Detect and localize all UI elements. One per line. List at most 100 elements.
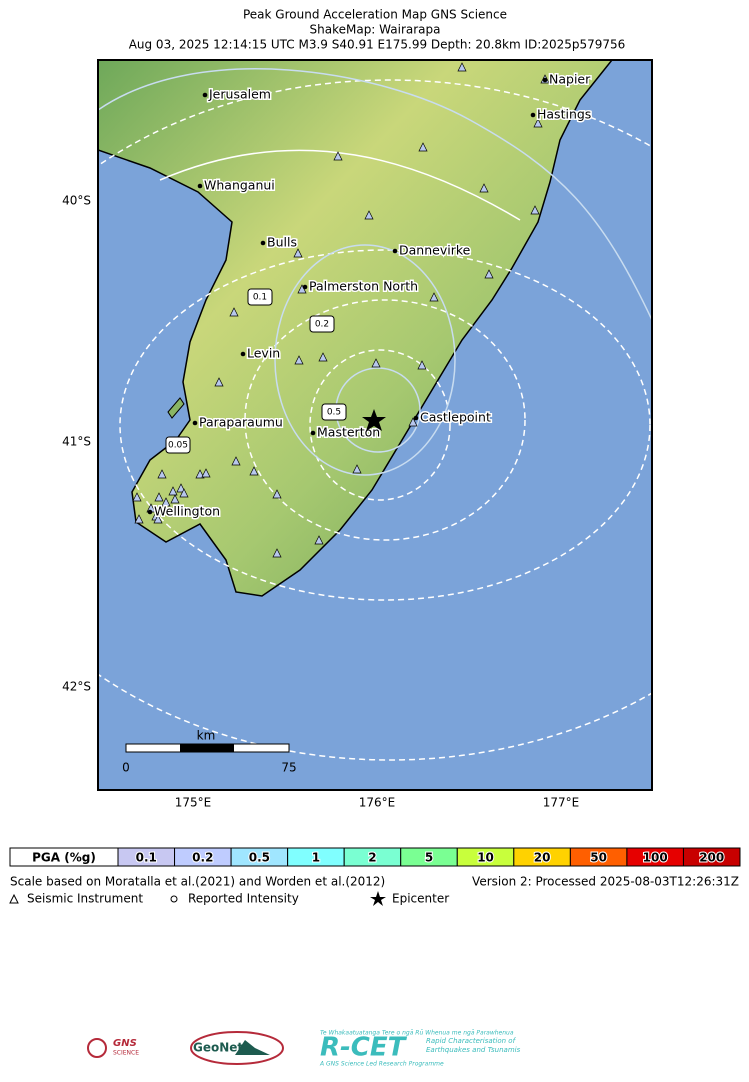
rcet-side: Rapid Characterisation of Earthquakes an…	[426, 1037, 521, 1054]
legend-value: 0.5	[249, 851, 270, 865]
epicenter-star	[362, 409, 386, 431]
city-dot	[392, 248, 398, 254]
logos: GNS SCIENCE GeoNet Te Whakaatuatanga Ter…	[87, 1030, 521, 1068]
station	[179, 488, 189, 498]
station	[168, 486, 178, 496]
gns-sub: SCIENCE	[113, 1050, 139, 1057]
station	[170, 494, 180, 504]
station	[231, 456, 241, 466]
map: Jerusalem Napier Hastings Whanganui Bulls Dan…	[98, 60, 652, 790]
lat-label: 41°S	[62, 435, 91, 449]
city-label: Palmerston North	[309, 279, 418, 294]
map-frame	[97, 59, 653, 791]
city-dot	[302, 284, 308, 290]
legend-value: 2	[368, 851, 376, 865]
station	[201, 468, 211, 478]
legend-value: 1	[312, 851, 320, 865]
rcet-bottom: A GNS Science Led Research Programme	[319, 1061, 444, 1068]
station	[371, 358, 381, 368]
legend-value: 0.1	[136, 851, 157, 865]
city-label: Jerusalem	[208, 87, 271, 102]
title: Peak Ground Acceleration Map GNS Science	[243, 8, 507, 22]
station	[249, 466, 259, 476]
stations	[132, 62, 550, 558]
station	[533, 118, 543, 128]
city-dot	[530, 112, 536, 118]
lon-label: 176°E	[359, 796, 396, 810]
contour-label-box	[309, 315, 335, 333]
city-label: Whanganui	[204, 178, 275, 193]
city-dot	[147, 509, 153, 515]
contour-label: 0.2	[315, 320, 329, 330]
contour-label: 0.5	[327, 408, 341, 418]
contour-labels: 0.1 0.2 0.5 0.05	[165, 288, 347, 454]
legend-value: 100	[643, 851, 668, 865]
city-label: Napier	[549, 72, 591, 87]
station	[229, 307, 239, 317]
station	[333, 151, 343, 161]
station	[408, 417, 418, 427]
contour-label-box	[321, 403, 347, 421]
lat-label: 40°S	[62, 194, 91, 208]
lon-label: 177°E	[543, 796, 580, 810]
station	[484, 269, 494, 279]
event-info: Aug 03, 2025 12:14:15 UTC M3.9 S40.91 E1…	[129, 38, 626, 52]
station	[134, 514, 144, 524]
station	[417, 360, 427, 370]
intensity-key: Reported Intensity	[188, 892, 299, 906]
scale-unit: km	[197, 729, 216, 743]
city-dot	[260, 240, 266, 246]
legend-value: 20	[534, 851, 551, 865]
legend-cell	[682, 847, 741, 867]
legend-value: 0.2	[192, 851, 213, 865]
station	[195, 469, 205, 479]
lat-label: 42°S	[62, 680, 91, 694]
city-label: Levin	[247, 346, 280, 361]
city-dot	[240, 351, 246, 357]
station	[176, 483, 186, 493]
city-dot	[202, 92, 208, 98]
lon-label: 175°E	[175, 796, 212, 810]
map-ticks: 40°S 41°S 42°S 175°E 176°E 177°E	[62, 194, 579, 810]
subtitle: ShakeMap: Wairarapa	[310, 23, 441, 37]
scale-start: 0	[122, 761, 130, 775]
city-label: Castlepoint	[420, 410, 491, 425]
station	[272, 489, 282, 499]
legend-value: 200	[699, 851, 724, 865]
station	[314, 535, 324, 545]
legend-label: PGA (%g)	[32, 851, 96, 865]
rcet-top: Te Whakaatuatanga Tere o ngā Rū Whenua m…	[320, 1030, 514, 1037]
scale-bar: km 0 75	[122, 729, 296, 775]
contour-label-box	[165, 436, 191, 454]
contour-label-box	[247, 288, 273, 306]
city-label: Wellington	[154, 504, 220, 519]
station	[294, 355, 304, 365]
cities: Jerusalem Napier Hastings Whanganui Bulls Dan…	[147, 70, 593, 520]
geonet-logo: GeoNet	[193, 1041, 243, 1055]
station	[132, 492, 142, 502]
contour-label: 0.1	[253, 293, 267, 303]
contour-label: 0.05	[168, 441, 188, 451]
city-label: Bulls	[267, 235, 297, 250]
station	[418, 142, 428, 152]
contours	[98, 79, 652, 761]
scale-end: 75	[281, 761, 296, 775]
epicenter-key: Epicenter	[392, 892, 449, 906]
city-dot	[413, 415, 419, 421]
city-label: Hastings	[537, 107, 591, 122]
gns-logo: GNS	[113, 1038, 137, 1049]
station	[153, 514, 163, 524]
station	[214, 377, 224, 387]
legend-value: 5	[425, 851, 433, 865]
instrument-key: Seismic Instrument	[27, 892, 143, 906]
land	[98, 60, 613, 597]
station	[429, 292, 439, 302]
scale-note: Scale based on Moratalla et al.(2021) an…	[10, 875, 385, 889]
city-dot	[542, 77, 548, 83]
station	[318, 352, 328, 362]
station	[157, 469, 167, 479]
legend-value: 50	[590, 851, 607, 865]
station	[530, 205, 540, 215]
pga-legend: PGA (%g) 0.1 0.2 0.5 1 2 5 10 20 50 100 200	[9, 847, 741, 867]
